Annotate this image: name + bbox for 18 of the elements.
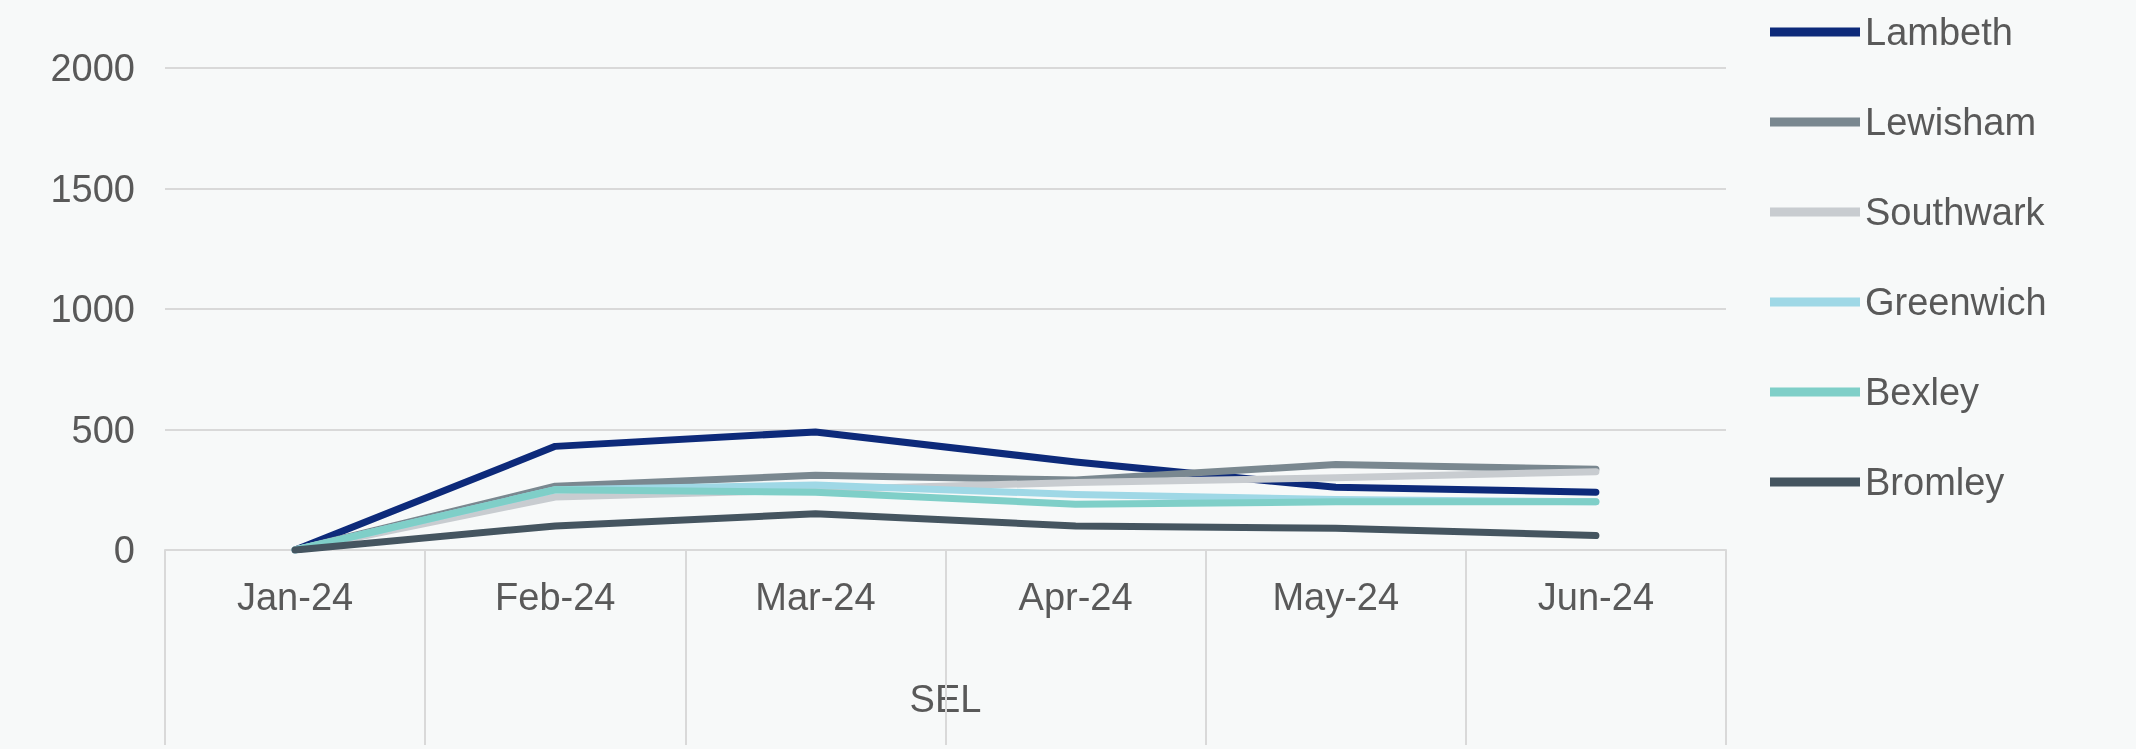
y-tick-label: 500	[71, 408, 135, 451]
legend-label: Bromley	[1865, 461, 2005, 503]
y-tick-label: 1000	[50, 288, 135, 330]
x-axis-title: SEL	[909, 678, 982, 720]
legend-label: Southwark	[1865, 191, 2046, 233]
y-tick-label: 0	[113, 529, 135, 571]
x-tick-label: Feb-24	[495, 576, 616, 618]
x-tick-label: Apr-24	[1018, 576, 1133, 618]
x-tick-label: May-24	[1272, 576, 1400, 618]
y-tick-label: 2000	[50, 47, 135, 89]
x-tick-label: Jun-24	[1537, 576, 1655, 618]
legend-label: Lambeth	[1865, 11, 2013, 53]
legend-label: Lewisham	[1865, 101, 2037, 143]
y-tick-label: 1500	[50, 167, 135, 210]
x-tick-label: Jan-24	[236, 576, 354, 618]
x-tick-label: Mar-24	[755, 576, 876, 618]
legend-label: Bexley	[1865, 371, 1980, 413]
legend-label: Greenwich	[1865, 281, 2047, 323]
